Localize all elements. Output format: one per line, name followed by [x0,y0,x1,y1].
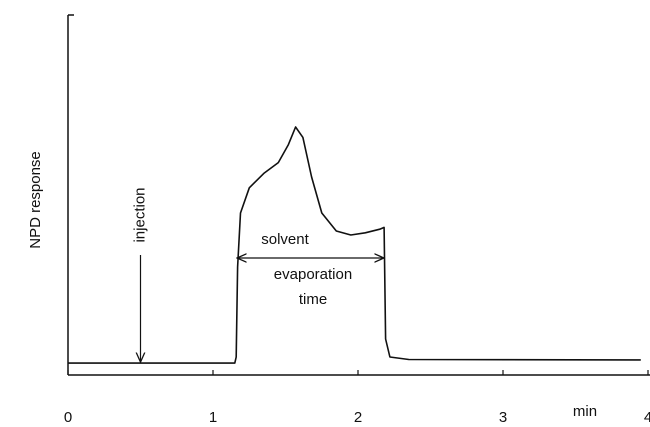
annotation: solvent [261,231,309,248]
x-axis-label: min [573,403,597,420]
annotation: evaporation [274,266,352,283]
x-tick-label: 4 [644,409,650,426]
x-tick-label: 2 [354,409,362,426]
annotation: time [299,291,327,308]
annotation: injection [131,187,148,242]
x-tick-label: 1 [209,409,217,426]
line [68,126,641,364]
y-axis-label: NPD response [27,151,44,249]
x-tick-label: 0 [64,409,72,426]
x-tick-label: 3 [499,409,507,426]
